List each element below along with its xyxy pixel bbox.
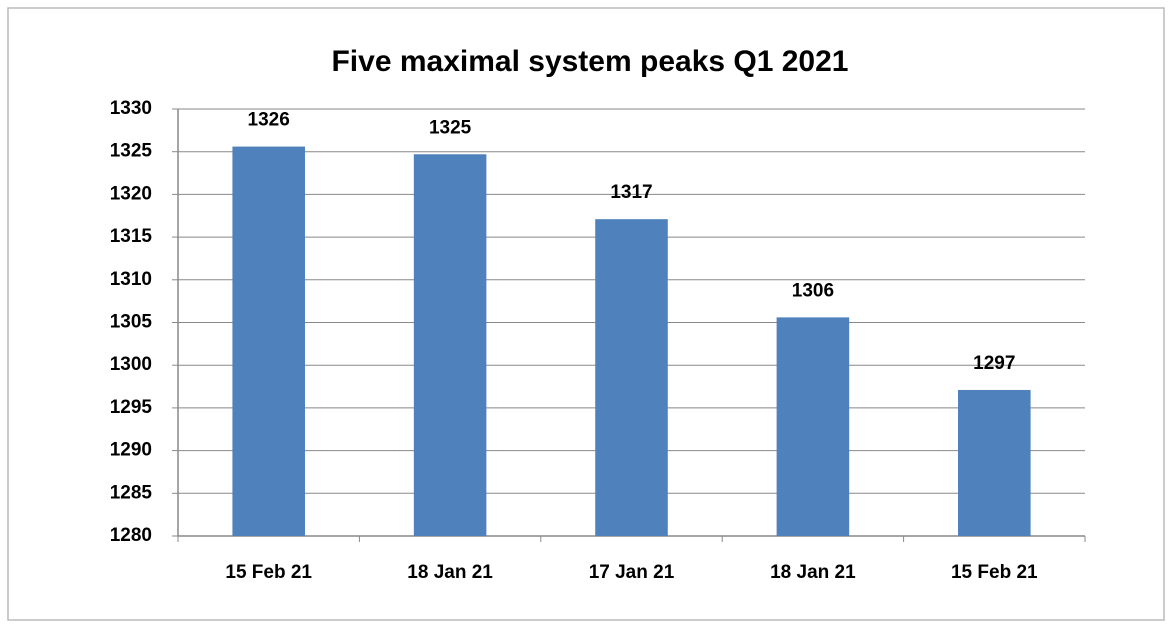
y-tick-label: 1285 (110, 482, 153, 503)
y-tick-label: 1300 (110, 354, 152, 375)
x-tick-label: 15 Feb 21 (225, 562, 312, 583)
bar (413, 154, 487, 536)
bar (595, 219, 668, 536)
data-label: 1326 (248, 110, 290, 131)
y-tick-label: 1315 (110, 226, 153, 247)
chart-title: Five maximal system peaks Q1 2021 (331, 45, 848, 78)
y-tick-label: 1305 (110, 312, 153, 333)
x-tick-label: 15 Feb 21 (951, 562, 1038, 583)
y-tick-label: 1310 (110, 269, 152, 290)
bar (232, 146, 305, 537)
y-tick-label: 1280 (110, 525, 152, 546)
x-tick-label: 17 Jan 21 (589, 562, 675, 583)
y-tick-label: 1295 (110, 397, 153, 418)
bar (776, 317, 850, 536)
x-tick-label: 18 Jan 21 (770, 562, 856, 583)
x-tick-label: 18 Jan 21 (407, 562, 493, 583)
data-label: 1297 (973, 353, 1015, 374)
y-tick-label: 1325 (110, 141, 153, 162)
data-label: 1317 (610, 182, 652, 203)
y-tick-label: 1290 (110, 440, 152, 461)
bar (958, 389, 1031, 536)
data-label: 1306 (792, 280, 834, 301)
y-tick-label: 1320 (110, 183, 152, 204)
data-label: 1325 (429, 117, 472, 138)
y-tick-label: 1330 (110, 98, 152, 119)
